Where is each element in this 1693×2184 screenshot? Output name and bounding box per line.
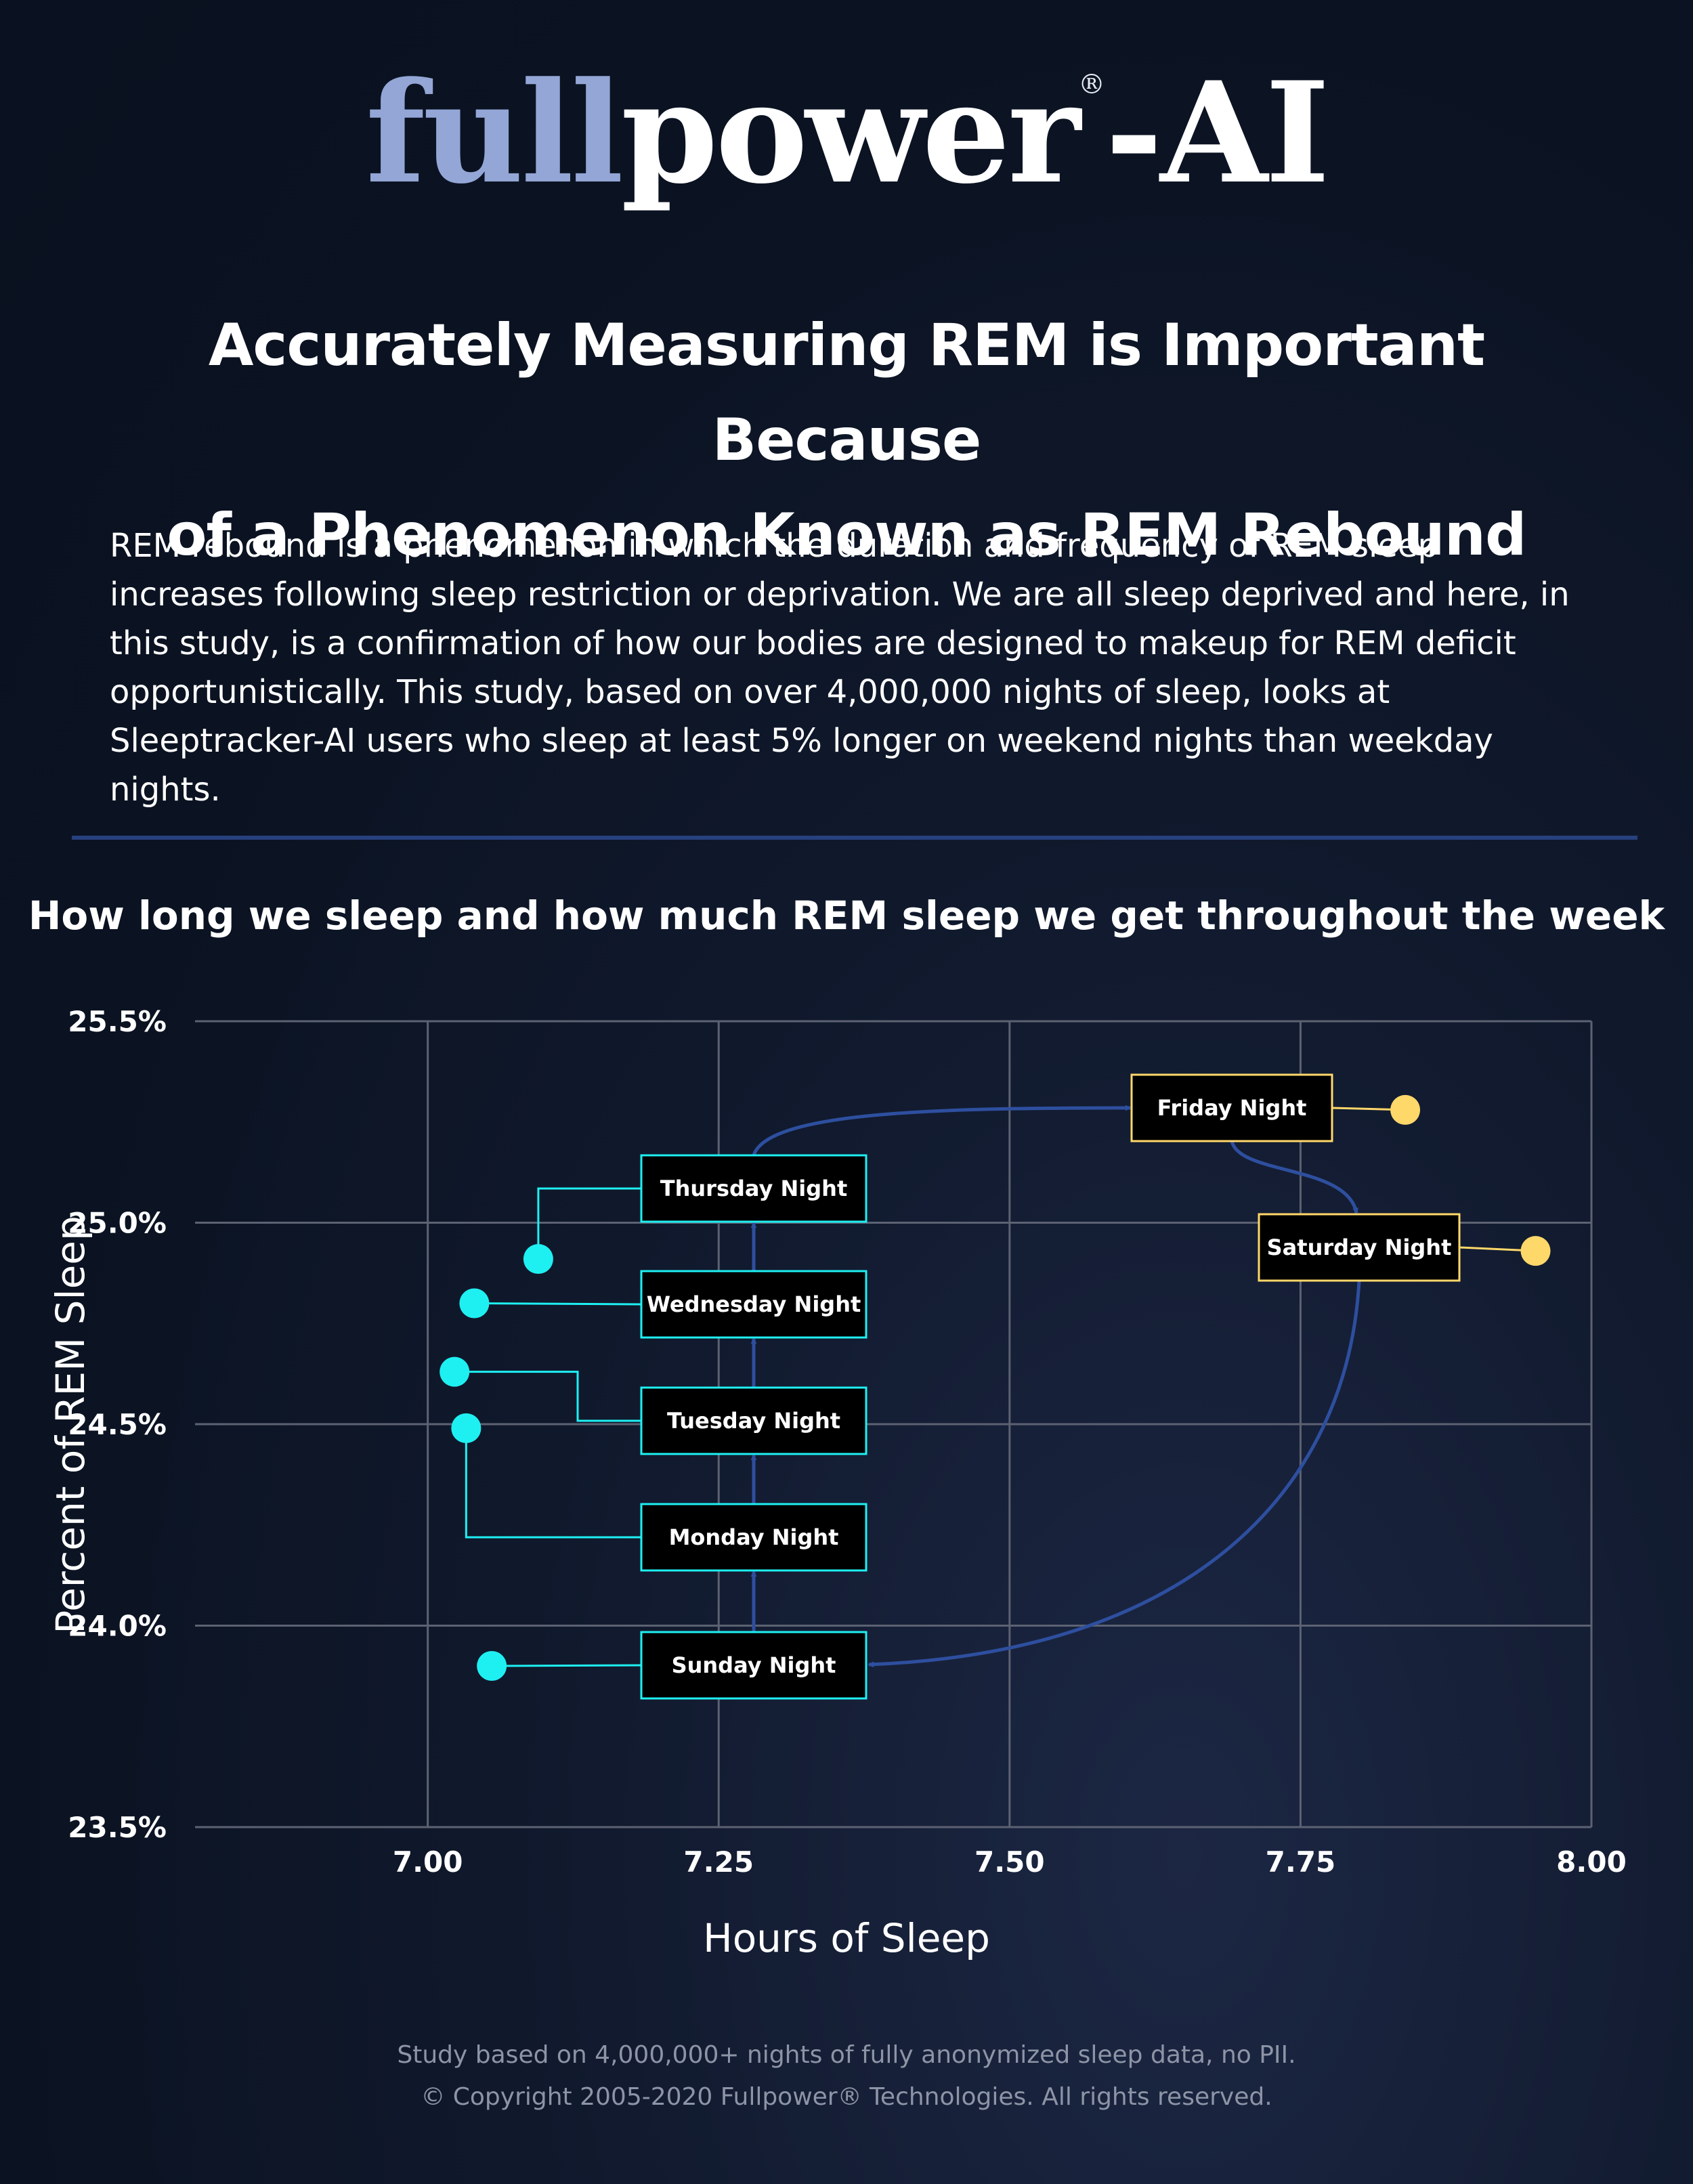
label-box-thursday-night [640, 1154, 867, 1223]
brand-logo: fullpower®-AI [0, 64, 1693, 203]
arrow-sat-sun [867, 1280, 1361, 1668]
section-divider [72, 836, 1637, 840]
data-points [440, 1094, 1551, 1681]
y-tick-label: 24.5% [68, 1408, 167, 1441]
data-label-wednesday-night: Wednesday Night [647, 1291, 861, 1317]
y-tick-label: 23.5% [68, 1811, 167, 1844]
footer-copyright: © Copyright 2005-2020 Fullpower® Technol… [421, 2083, 1272, 2111]
x-tick-label: 7.50 [974, 1845, 1045, 1879]
x-tick-label: 7.00 [393, 1845, 463, 1879]
page-title: Accurately Measuring REM is Important Be… [68, 298, 1625, 582]
connector-monday-night [465, 1428, 641, 1539]
y-tick-label: 24.0% [68, 1610, 167, 1643]
footer-note: Study based on 4,000,000+ nights of full… [397, 2041, 1296, 2069]
data-point-tuesday-night [440, 1356, 470, 1387]
arrow-thu-fri [752, 1105, 1132, 1156]
rem-chart: 23.5% 24.0% 24.5% 25.0% 25.5% 7.00 7.25 7.50 7.7… [47, 1005, 1627, 1961]
data-label-friday-night: Friday Night [1157, 1095, 1307, 1121]
x-tick-label: 7.75 [1266, 1845, 1336, 1879]
logo-full: full [365, 52, 624, 215]
y-tick-label: 25.5% [68, 1005, 167, 1038]
data-point-friday-night [1390, 1094, 1421, 1125]
data-label-saturday-night: Saturday Night [1267, 1235, 1452, 1260]
axis-ticks: 23.5% 24.0% 24.5% 25.0% 25.5% 7.00 7.25 7.50 7.7… [68, 1005, 1627, 1879]
night-labels: Sunday Night Monday Night Tuesday Night Wed… [640, 1073, 1461, 1700]
logo-power: power [620, 52, 1081, 215]
label-box-friday-night [1130, 1073, 1333, 1142]
page-title-line-1: Accurately Measuring REM is Important Be… [208, 312, 1485, 474]
connector-wednesday-night [474, 1302, 642, 1306]
data-label-thursday-night: Thursday Night [660, 1176, 847, 1201]
label-box-saturday-night [1258, 1213, 1461, 1282]
data-point-sunday-night [477, 1651, 507, 1681]
logo-registered-mark: ® [1077, 69, 1105, 100]
x-tick-label: 8.00 [1556, 1845, 1627, 1879]
x-axis-label: Hours of Sleep [703, 1915, 990, 1961]
grid-lines [195, 1020, 1593, 1828]
label-box-tuesday-night [640, 1386, 867, 1455]
data-label-tuesday-night: Tuesday Night [667, 1408, 840, 1434]
data-point-monday-night [451, 1413, 481, 1443]
logo-ai: -AI [1105, 52, 1330, 215]
chart-title: How long we sleep and how much REM sleep… [28, 893, 1665, 939]
label-box-monday-night [640, 1503, 867, 1572]
sequence-arrows [750, 1105, 1361, 1668]
connector-tuesday-night [454, 1371, 641, 1422]
data-point-saturday-night [1520, 1236, 1551, 1266]
label-box-wednesday-night [640, 1270, 867, 1339]
data-label-sunday-night: Sunday Night [672, 1652, 836, 1678]
connector-sunday-night [492, 1664, 642, 1667]
page-title-line-2: of a Phenomenon Known as REM Rebound [167, 501, 1526, 569]
y-tick-label: 25.0% [68, 1207, 167, 1240]
label-box-sunday-night [640, 1631, 867, 1700]
data-point-wednesday-night [459, 1288, 490, 1319]
intro-paragraph: REM rebound is a phenomenon in which the… [110, 527, 1570, 809]
data-label-monday-night: Monday Night [669, 1524, 839, 1550]
data-point-thursday-night [523, 1244, 553, 1275]
y-axis-label: Percent of REM Sleep [47, 1216, 93, 1634]
arrow-fri-sat [1230, 1140, 1359, 1214]
label-connectors [454, 1107, 1536, 1667]
connector-thursday-night [537, 1187, 641, 1260]
x-tick-label: 7.25 [683, 1845, 754, 1879]
